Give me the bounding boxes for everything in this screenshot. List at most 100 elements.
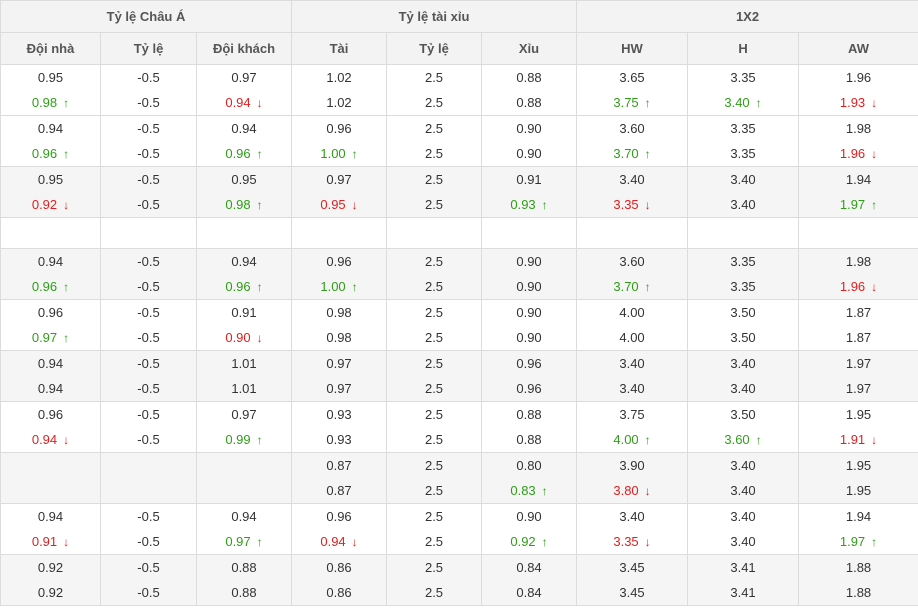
odds-cell-draw: 3.50 3.50	[687, 299, 800, 351]
odds-cell-line: 2.5 2.5	[386, 64, 483, 116]
odds-cell-away: 1.01 1.01	[195, 350, 293, 402]
live-odds-line: 2.5	[387, 141, 481, 166]
live-odds-line: 1.00 ↑	[292, 141, 386, 166]
live-odds: -0.5	[137, 146, 160, 161]
live-odds-line: 3.35 ↓	[577, 192, 687, 217]
arrow-down-icon: ↓	[871, 96, 878, 110]
live-odds-line: 3.70 ↑	[577, 141, 687, 166]
live-odds: 0.94	[320, 534, 346, 549]
opening-odds: 0.90	[516, 509, 542, 524]
opening-odds: 0.94	[37, 509, 64, 524]
live-odds-line: 2.5	[387, 427, 481, 452]
opening-odds: 0.91	[516, 172, 542, 187]
live-odds: 3.40	[724, 95, 750, 110]
live-odds-line: 1.96 ↓	[799, 274, 918, 299]
table-row: 0.94 0.96 ↑ -0.5 -0.5 0.94 0.96 ↑ 0.96 1.00 ↑ 2.5 2.…	[0, 115, 918, 167]
opening-odds: 0.97	[231, 70, 257, 85]
empty-cell	[481, 217, 578, 249]
opening-odds: 2.5	[424, 407, 444, 422]
odds-cell-away: 0.94 0.97 ↑	[195, 503, 293, 555]
odds-cell-away: 0.95 0.98 ↑	[195, 166, 293, 218]
odds-cell-line: 2.5 2.5	[386, 248, 483, 300]
opening-odds: 0.96	[326, 121, 352, 136]
opening-odds: 1.98	[845, 121, 872, 136]
odds-cell-over: 0.86 0.86	[291, 554, 388, 606]
live-odds-line: 3.35	[688, 141, 798, 166]
empty-cell	[195, 217, 293, 249]
opening-odds: 0.88	[516, 407, 542, 422]
opening-odds: 0.95	[37, 70, 64, 85]
opening-odds: 0.80	[516, 458, 542, 473]
table-row: 0.94 0.96 ↑ -0.5 -0.5 0.94 0.96 ↑ 0.96 1.00 ↑ 2.5 2.…	[0, 248, 918, 300]
opening-odds: 2.5	[424, 70, 444, 85]
live-odds-line: 0.87	[292, 478, 386, 503]
live-odds: 1.97	[839, 197, 866, 212]
arrow-up-icon: ↑	[63, 280, 70, 294]
live-odds: 0.90	[516, 279, 542, 294]
column-header-home: Đội nhà	[0, 32, 101, 65]
opening-odds: 0.94	[37, 254, 64, 269]
live-odds: 0.97	[225, 534, 251, 549]
live-odds-line: 0.98 ↑	[197, 192, 291, 217]
table-row: 0.95 0.98 ↑ -0.5 -0.5 0.97 0.94 ↓ 1.02 1.02 2.5 2.5…	[0, 64, 918, 116]
opening-odds: 0.96	[37, 407, 64, 422]
live-odds: 2.5	[424, 534, 444, 549]
odds-cell-line: 2.5 2.5	[386, 350, 483, 402]
empty-cell	[798, 217, 918, 249]
live-odds: 1.00	[320, 279, 346, 294]
odds-cell-under: 0.90 0.90	[481, 115, 578, 167]
opening-odds: 1.02	[326, 70, 352, 85]
live-odds: 1.97	[839, 534, 866, 549]
live-odds-line: 0.96 ↑	[1, 274, 100, 299]
opening-odds: -0.5	[137, 172, 160, 187]
odds-cell-line: 2.5 2.5	[386, 115, 483, 167]
odds-cell-handicap: -0.5 -0.5	[100, 299, 197, 351]
opening-odds: 0.88	[231, 560, 257, 575]
live-odds: 1.95	[845, 483, 872, 498]
live-odds-line: 0.90	[482, 325, 576, 350]
odds-cell-home-win: 4.00 4.00	[576, 299, 689, 351]
arrow-up-icon: ↑	[256, 280, 263, 294]
live-odds-line	[197, 478, 291, 503]
live-odds: 4.00	[619, 330, 645, 345]
live-odds: 0.96	[225, 279, 251, 294]
live-odds: 0.92	[37, 585, 64, 600]
odds-cell-under: 0.88 0.88	[481, 401, 578, 453]
live-odds: 0.92	[31, 197, 58, 212]
odds-cell-over: 0.93 0.93	[291, 401, 388, 453]
opening-odds: 0.96	[37, 305, 64, 320]
odds-cell-away	[195, 452, 293, 504]
arrow-down-icon: ↓	[63, 198, 70, 212]
live-odds: 0.94	[31, 432, 58, 447]
live-odds-line: 2.5	[387, 478, 481, 503]
live-odds: 0.99	[225, 432, 251, 447]
live-odds: 2.5	[424, 432, 444, 447]
arrow-down-icon: ↓	[63, 433, 70, 447]
live-odds: 3.40	[730, 197, 756, 212]
odds-cell-line: 2.5 2.5	[386, 299, 483, 351]
opening-odds: 0.97	[231, 407, 257, 422]
odds-cell-home: 0.96 0.97 ↑	[0, 299, 101, 351]
odds-cell-line: 2.5 2.5	[386, 452, 483, 504]
live-odds-line: 0.99 ↑	[197, 427, 291, 452]
odds-cell-away: 0.94 0.96 ↑	[195, 248, 293, 300]
odds-cell-draw: 3.35 3.35	[687, 248, 800, 300]
live-odds-line: 0.84	[482, 580, 576, 605]
odds-cell-home-win: 3.45 3.45	[576, 554, 689, 606]
live-odds-line: 0.94 ↓	[197, 90, 291, 115]
live-odds-line: 3.80 ↓	[577, 478, 687, 503]
live-odds-line: 0.88	[482, 90, 576, 115]
arrow-up-icon: ↑	[644, 96, 651, 110]
opening-odds: 0.92	[37, 560, 64, 575]
live-odds-line: 2.5	[387, 192, 481, 217]
opening-odds: 1.97	[845, 356, 872, 371]
opening-odds: 2.5	[424, 121, 444, 136]
live-odds: 3.40	[619, 381, 645, 396]
live-odds-line: 4.00 ↑	[577, 427, 687, 452]
opening-odds: 2.5	[424, 356, 444, 371]
arrow-up-icon: ↑	[256, 147, 263, 161]
live-odds-line: 1.97 ↑	[799, 529, 918, 554]
live-odds-line: 0.90 ↓	[197, 325, 291, 350]
arrow-up-icon: ↑	[644, 147, 651, 161]
